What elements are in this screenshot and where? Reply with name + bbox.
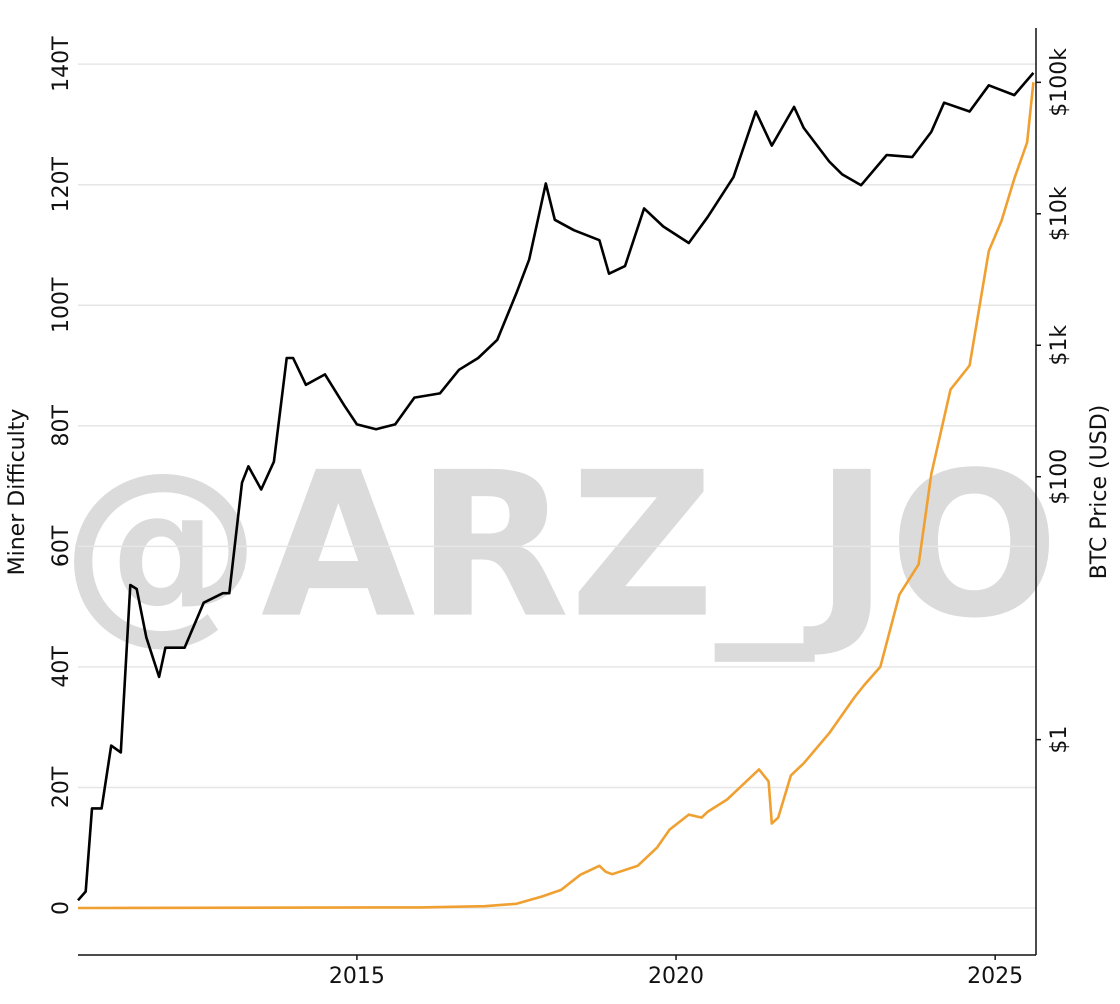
y2-tick-label: $1: [1047, 726, 1072, 754]
y2-tick-label: $1k: [1047, 325, 1072, 366]
x-tick-label: 2020: [648, 964, 704, 989]
y-tick-label: 40T: [49, 646, 74, 688]
y2-tick-label: $100: [1047, 449, 1072, 505]
y-tick-label: 140T: [49, 36, 74, 92]
x-tick-label: 2025: [967, 964, 1023, 989]
y2-axis-title: BTC Price (USD): [1087, 405, 1112, 579]
y-tick-label: 0: [49, 901, 74, 915]
y-tick-label: 80T: [49, 405, 74, 447]
y-axis-title: Miner Difficulty: [5, 409, 30, 576]
x-tick-label: 2015: [329, 964, 385, 989]
y-tick-label: 60T: [49, 525, 74, 567]
y-tick-label: 100T: [49, 277, 74, 333]
y2-tick-label: $10k: [1047, 186, 1072, 241]
y-tick-label: 20T: [49, 766, 74, 808]
y2-tick-label: $100k: [1047, 48, 1072, 117]
y-tick-label: 120T: [49, 156, 74, 212]
series-line: [77, 72, 1035, 902]
series-line: [77, 82, 1035, 910]
